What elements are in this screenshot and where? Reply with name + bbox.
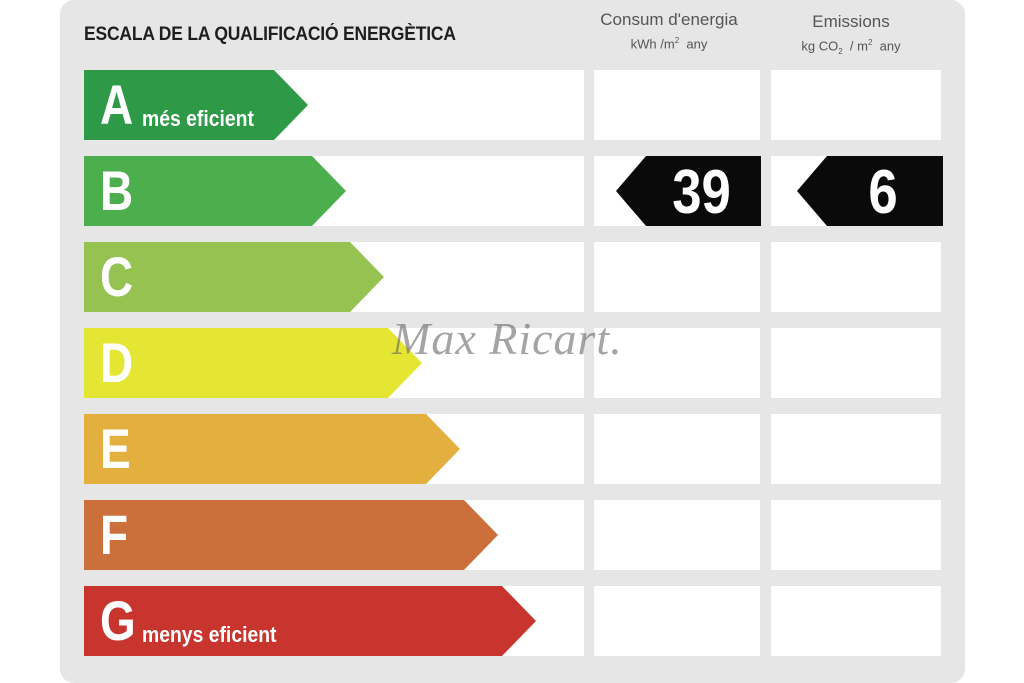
indicator-arrow-shape [797,156,943,226]
consumption-cell [594,328,760,398]
rating-band-f: F [84,500,498,570]
emissions-cell [771,500,941,570]
rating-letter: D [100,331,134,394]
rating-arrow-fill [84,156,346,226]
consumption-cell [594,586,760,656]
rating-band-c: C [84,242,384,312]
consumption-label: Consum d'energia [600,10,738,29]
rating-letter: A [100,73,134,136]
emissions-indicator: 6 [797,156,943,227]
emissions-cell [771,586,941,656]
watermark: Max Ricart. [392,313,623,364]
label-title: ESCALA DE LA QUALIFICACIÓ ENERGÈTICA [84,24,456,45]
rating-caption: més eficient [142,106,254,131]
indicator-value: 6 [868,158,898,227]
emissions-header: Emissions kg CO2 / m2 any [776,12,926,56]
consumption-cell [594,242,760,312]
rating-arrow-fill [84,242,384,312]
consumption-unit: kWh /m2 any [630,36,708,52]
rating-arrow-fill [84,328,422,398]
rating-arrow-shape [84,500,498,570]
emissions-cell [771,242,941,312]
consumption-header: Consum d'energia kWh /m2 any [594,10,744,51]
consumption-cell [594,500,760,570]
rating-letter: C [100,245,134,308]
rating-band-b: B [84,156,346,226]
indicator-arrow-fill [797,156,943,226]
emissions-unit: kg CO2 / m2 any [801,38,901,56]
emissions-cell [771,414,941,484]
rating-arrow-shape [84,70,308,140]
rating-band-d: D [84,328,422,398]
rating-arrow-fill [84,500,498,570]
rating-letter: B [100,159,134,222]
rating-arrow-shape [84,156,346,226]
consumption-cell [594,414,760,484]
rating-arrow-fill [84,70,308,140]
rating-band-e: E [84,414,460,484]
rating-arrow-fill [84,414,460,484]
rating-arrow-shape [84,242,384,312]
emissions-cell [771,328,941,398]
rating-letter: G [100,589,136,652]
indicator-arrow-shape [616,156,761,226]
rating-letter: E [100,417,131,480]
consumption-indicator: 39 [616,156,761,227]
rating-caption: menys eficient [142,622,277,647]
emissions-label: Emissions [812,12,890,31]
rating-arrow-fill [84,586,536,656]
indicator-arrow-fill [616,156,761,226]
indicator-value: 39 [672,158,731,227]
emissions-cell [771,70,941,140]
consumption-cell [594,70,760,140]
rating-arrow-shape [84,328,422,398]
rating-arrow-shape [84,586,536,656]
rating-letter: F [100,503,129,566]
rating-arrow-shape [84,414,460,484]
